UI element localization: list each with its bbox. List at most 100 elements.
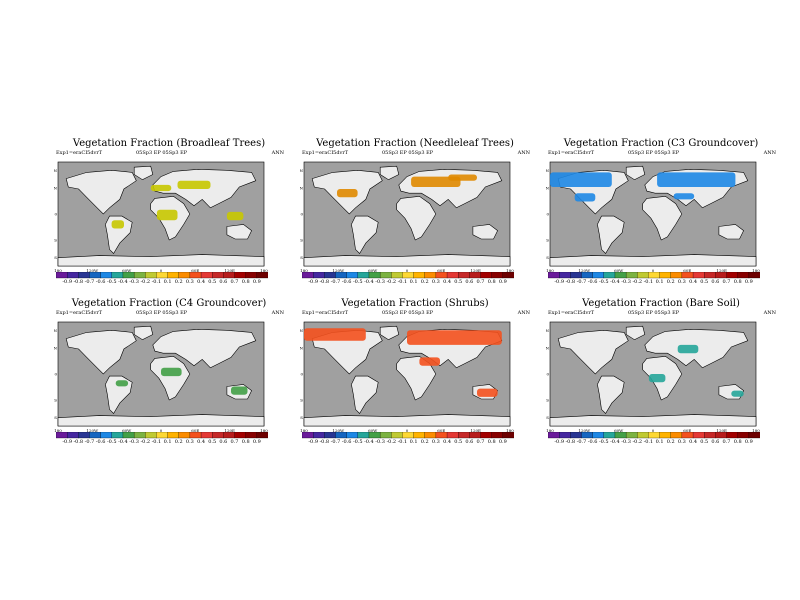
vegetation-fraction-region xyxy=(115,380,129,387)
colorbar-tick-label: 0.2 xyxy=(420,439,429,445)
world-map: 60N 40N 0 40S 60S 180 120W 60W 0 60E 120E 180 xyxy=(300,161,514,273)
colorbar-tick-label: 0.2 xyxy=(174,439,183,445)
lat-tick-label: 60S xyxy=(546,415,549,420)
season-label: ANN xyxy=(271,150,284,156)
colorbar-swatch xyxy=(637,272,649,279)
lon-tick-label: 180 xyxy=(300,268,308,273)
continent-australia xyxy=(472,224,498,240)
colorbar-tick-label: 0.6 xyxy=(465,279,474,285)
colorbar-tick-label: -0.5 xyxy=(106,439,117,445)
lon-tick-label: 60E xyxy=(437,428,445,433)
colorbar-tick-label: 0.5 xyxy=(454,439,463,445)
vegetation-fraction-region xyxy=(477,388,498,397)
colorbar-tick-label: 0.1 xyxy=(409,279,418,285)
colorbar-swatch xyxy=(704,432,716,439)
colorbar-tick-label: 0.6 xyxy=(465,439,474,445)
colorbar-tick-label: -0.8 xyxy=(73,439,84,445)
colorbar-tick-label: 0.7 xyxy=(230,279,239,285)
continent-antarctica xyxy=(303,414,511,427)
panel-title: Vegetation Fraction (Needleleaf Trees) xyxy=(316,138,514,149)
colorbar-tick-label: -0.2 xyxy=(386,439,397,445)
colorbar-tick-label: -0.7 xyxy=(576,279,587,285)
colorbar-tick-label: 0.8 xyxy=(733,439,742,445)
colorbar-tick-label: 0.7 xyxy=(476,439,485,445)
colorbar-swatch xyxy=(357,432,370,439)
colorbar-swatch xyxy=(156,432,169,439)
colorbar-swatch xyxy=(368,272,381,279)
colorbar-tick-label: -0.6 xyxy=(95,439,106,445)
colorbar-tick-label: -0.8 xyxy=(565,279,576,285)
continent-africa xyxy=(150,355,191,401)
season-label: ANN xyxy=(517,310,530,316)
season-label: ANN xyxy=(517,150,530,156)
continent-greenland xyxy=(625,165,646,181)
lon-tick-label: 180 xyxy=(300,428,308,433)
panel-title: Vegetation Fraction (Bare Soil) xyxy=(582,298,740,309)
colorbar-tick-label: -0.1 xyxy=(397,439,408,445)
colorbar-tick-label: 0.8 xyxy=(733,279,742,285)
colorbar-tick-label: 0.5 xyxy=(208,439,217,445)
season-label: ANN xyxy=(763,150,776,156)
colorbar-tick-label: 0.4 xyxy=(689,439,698,445)
source-label: 05Sp3 EP 05Sp3 EP xyxy=(382,310,434,316)
colorbar-swatch xyxy=(78,272,90,279)
vegetation-fraction-region xyxy=(411,176,461,187)
lon-tick-label: 60E xyxy=(683,268,691,273)
continent-greenland xyxy=(379,165,400,181)
colorbar-swatch xyxy=(692,272,705,279)
source-label: 05Sp3 EP 05Sp3 EP xyxy=(382,150,434,156)
colorbar xyxy=(56,272,268,279)
lon-tick-label: 0 xyxy=(160,428,163,433)
colorbar-swatch xyxy=(648,272,661,279)
continent-antarctica xyxy=(303,254,511,267)
experiment-label: Exp1=eraCI5dvrT xyxy=(548,310,595,316)
colorbar-tick-label: 0.5 xyxy=(700,279,709,285)
lat-tick-label: 0 xyxy=(300,212,303,217)
colorbar-tick-label: 0.3 xyxy=(677,439,686,445)
colorbar xyxy=(548,432,760,439)
colorbar-swatch xyxy=(458,272,470,279)
lon-tick-label: 60W xyxy=(614,268,624,273)
lat-tick-label: 40N xyxy=(300,346,303,351)
colorbar-tick-label: -0.6 xyxy=(587,439,598,445)
panel-c3-groundcover: Vegetation Fraction (C3 Groundcover) Exp… xyxy=(546,138,776,298)
colorbar-swatch xyxy=(670,432,683,439)
colorbar-swatch xyxy=(603,432,616,439)
colorbar-swatch xyxy=(167,272,180,279)
colorbar-swatch xyxy=(548,432,560,439)
colorbar-swatch xyxy=(625,272,638,279)
colorbar-tick-label: 0.7 xyxy=(722,279,731,285)
lon-tick-label: 180 xyxy=(260,268,268,273)
colorbar-swatch xyxy=(648,432,661,439)
colorbar-swatch xyxy=(379,432,392,439)
colorbar-swatch xyxy=(100,272,113,279)
colorbar-tick-label: 0.5 xyxy=(700,439,709,445)
colorbar-swatch xyxy=(681,272,694,279)
lon-tick-label: 180 xyxy=(546,268,554,273)
vegetation-fraction-region xyxy=(337,189,358,198)
lat-tick-label: 60N xyxy=(54,328,57,333)
experiment-label: Exp1=eraCI5dvrT xyxy=(302,310,349,316)
colorbar-swatch xyxy=(592,272,605,279)
lon-tick-label: 60W xyxy=(122,268,132,273)
panel-title: Vegetation Fraction (Broadleaf Trees) xyxy=(72,138,266,149)
lat-tick-label: 40S xyxy=(300,238,303,243)
colorbar-swatch xyxy=(559,272,571,279)
lon-tick-label: 180 xyxy=(752,268,760,273)
lon-tick-label: 120E xyxy=(224,428,235,433)
colorbar-swatch xyxy=(715,272,727,279)
lat-tick-label: 60N xyxy=(300,168,303,173)
colorbar-tick-label: -0.2 xyxy=(386,279,397,285)
lat-tick-label: 40S xyxy=(54,238,57,243)
colorbar-swatch xyxy=(145,272,157,279)
colorbar-tick-label: 0.6 xyxy=(219,279,228,285)
colorbar-swatch xyxy=(446,432,459,439)
lon-tick-label: 60W xyxy=(614,428,624,433)
colorbar-swatch xyxy=(469,432,481,439)
colorbar-tick-label: 0.8 xyxy=(241,279,250,285)
colorbar-swatch xyxy=(692,432,705,439)
continent-antarctica xyxy=(549,414,757,427)
lat-tick-label: 0 xyxy=(546,372,549,377)
colorbar-swatch xyxy=(592,432,605,439)
lat-tick-label: 60N xyxy=(546,168,549,173)
